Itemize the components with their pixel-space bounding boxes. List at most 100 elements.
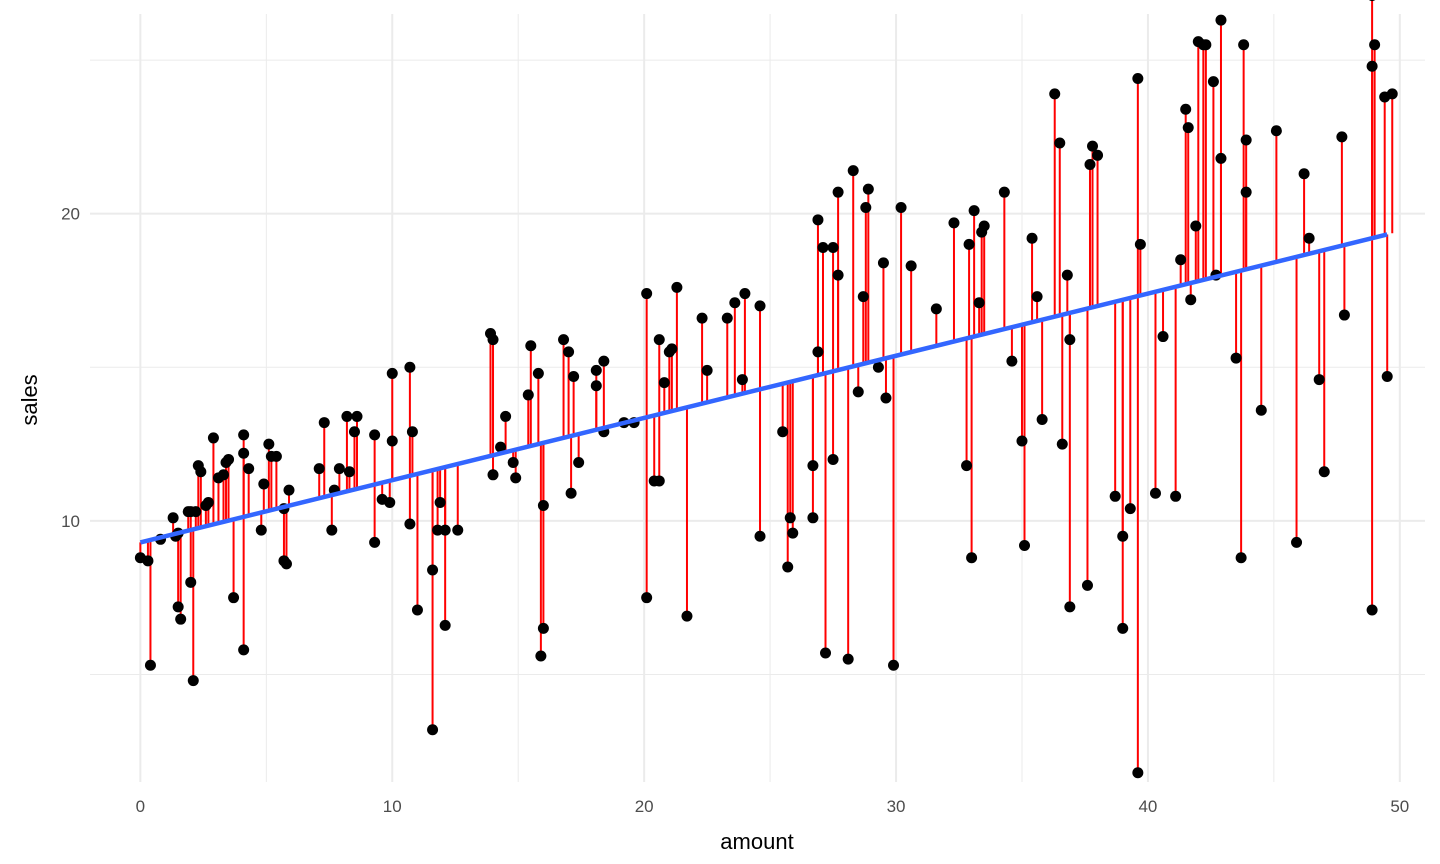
data-point bbox=[223, 453, 235, 465]
y-tick-label: 20 bbox=[61, 205, 80, 224]
data-point bbox=[1149, 487, 1161, 499]
data-point bbox=[510, 472, 522, 484]
data-point bbox=[1182, 122, 1194, 134]
data-point bbox=[573, 457, 585, 469]
data-point bbox=[255, 524, 267, 536]
data-point bbox=[1117, 530, 1129, 542]
data-point bbox=[1240, 186, 1252, 198]
data-point bbox=[729, 297, 741, 309]
data-point bbox=[880, 392, 892, 404]
data-point bbox=[590, 380, 602, 392]
data-point bbox=[142, 555, 154, 567]
data-point bbox=[1298, 168, 1310, 180]
data-point bbox=[857, 291, 869, 303]
data-point bbox=[812, 346, 824, 358]
data-point bbox=[1117, 622, 1129, 634]
x-tick-label: 0 bbox=[136, 797, 145, 816]
data-point bbox=[1157, 331, 1169, 343]
data-point bbox=[175, 613, 187, 625]
data-point bbox=[784, 512, 796, 524]
x-tick-label: 50 bbox=[1390, 797, 1409, 816]
data-point bbox=[535, 650, 547, 662]
data-point bbox=[777, 426, 789, 438]
data-point bbox=[641, 592, 653, 604]
data-points bbox=[134, 0, 1398, 779]
data-point bbox=[270, 450, 282, 462]
data-point bbox=[590, 364, 602, 376]
data-point bbox=[961, 460, 973, 472]
data-point bbox=[348, 426, 360, 438]
data-point bbox=[532, 367, 544, 379]
data-point bbox=[820, 647, 832, 659]
data-point bbox=[1369, 39, 1381, 51]
data-point bbox=[895, 202, 907, 214]
data-point bbox=[862, 183, 874, 195]
data-point bbox=[558, 334, 570, 346]
data-point bbox=[1064, 601, 1076, 613]
data-point bbox=[653, 475, 665, 487]
data-point bbox=[1366, 604, 1378, 616]
data-point bbox=[1084, 159, 1096, 171]
data-point bbox=[1036, 414, 1048, 426]
data-point bbox=[1064, 334, 1076, 346]
data-point bbox=[1175, 254, 1187, 266]
data-point bbox=[832, 186, 844, 198]
data-point bbox=[1092, 149, 1104, 161]
x-tick-label: 40 bbox=[1138, 797, 1157, 816]
data-point bbox=[427, 564, 439, 576]
data-point bbox=[658, 377, 670, 389]
data-point bbox=[696, 312, 708, 324]
data-point bbox=[1190, 220, 1202, 232]
data-point bbox=[565, 487, 577, 499]
data-point bbox=[1180, 103, 1192, 115]
data-point bbox=[386, 367, 398, 379]
data-point bbox=[1006, 355, 1018, 367]
data-point bbox=[860, 202, 872, 214]
data-point bbox=[167, 512, 179, 524]
data-point bbox=[1230, 352, 1242, 364]
data-point bbox=[1338, 309, 1350, 321]
data-point bbox=[238, 429, 250, 441]
data-point bbox=[386, 435, 398, 447]
data-point bbox=[832, 269, 844, 281]
data-point bbox=[263, 438, 275, 450]
data-point bbox=[144, 659, 156, 671]
data-point bbox=[1381, 370, 1393, 382]
data-point bbox=[721, 312, 733, 324]
data-point bbox=[218, 469, 229, 481]
data-point bbox=[812, 214, 824, 226]
data-point bbox=[739, 288, 751, 300]
data-point bbox=[1081, 579, 1093, 591]
data-point bbox=[807, 460, 819, 472]
data-point bbox=[537, 622, 549, 634]
data-point bbox=[787, 527, 799, 539]
data-point bbox=[847, 165, 859, 177]
data-point bbox=[1185, 294, 1197, 306]
data-point bbox=[701, 364, 713, 376]
data-point bbox=[1318, 466, 1330, 478]
regression-line bbox=[139, 232, 1388, 545]
data-point bbox=[1200, 39, 1212, 51]
data-point bbox=[1270, 125, 1282, 137]
data-point bbox=[522, 389, 534, 401]
data-point bbox=[406, 426, 418, 438]
data-point bbox=[1087, 140, 1099, 152]
data-point bbox=[736, 374, 748, 386]
data-point bbox=[827, 241, 839, 253]
x-tick-label: 10 bbox=[383, 797, 402, 816]
y-axis-title: sales bbox=[17, 374, 42, 425]
data-point bbox=[1215, 14, 1227, 26]
data-point bbox=[404, 518, 416, 530]
data-point bbox=[1366, 60, 1378, 72]
data-point bbox=[195, 466, 207, 478]
data-point bbox=[452, 524, 464, 536]
x-tick-label: 30 bbox=[887, 797, 906, 816]
data-point bbox=[1255, 404, 1267, 416]
data-point bbox=[877, 257, 889, 269]
data-point bbox=[1016, 435, 1028, 447]
data-point bbox=[1124, 503, 1136, 515]
data-point bbox=[439, 619, 451, 631]
data-point bbox=[1240, 134, 1252, 146]
data-point bbox=[369, 536, 381, 548]
